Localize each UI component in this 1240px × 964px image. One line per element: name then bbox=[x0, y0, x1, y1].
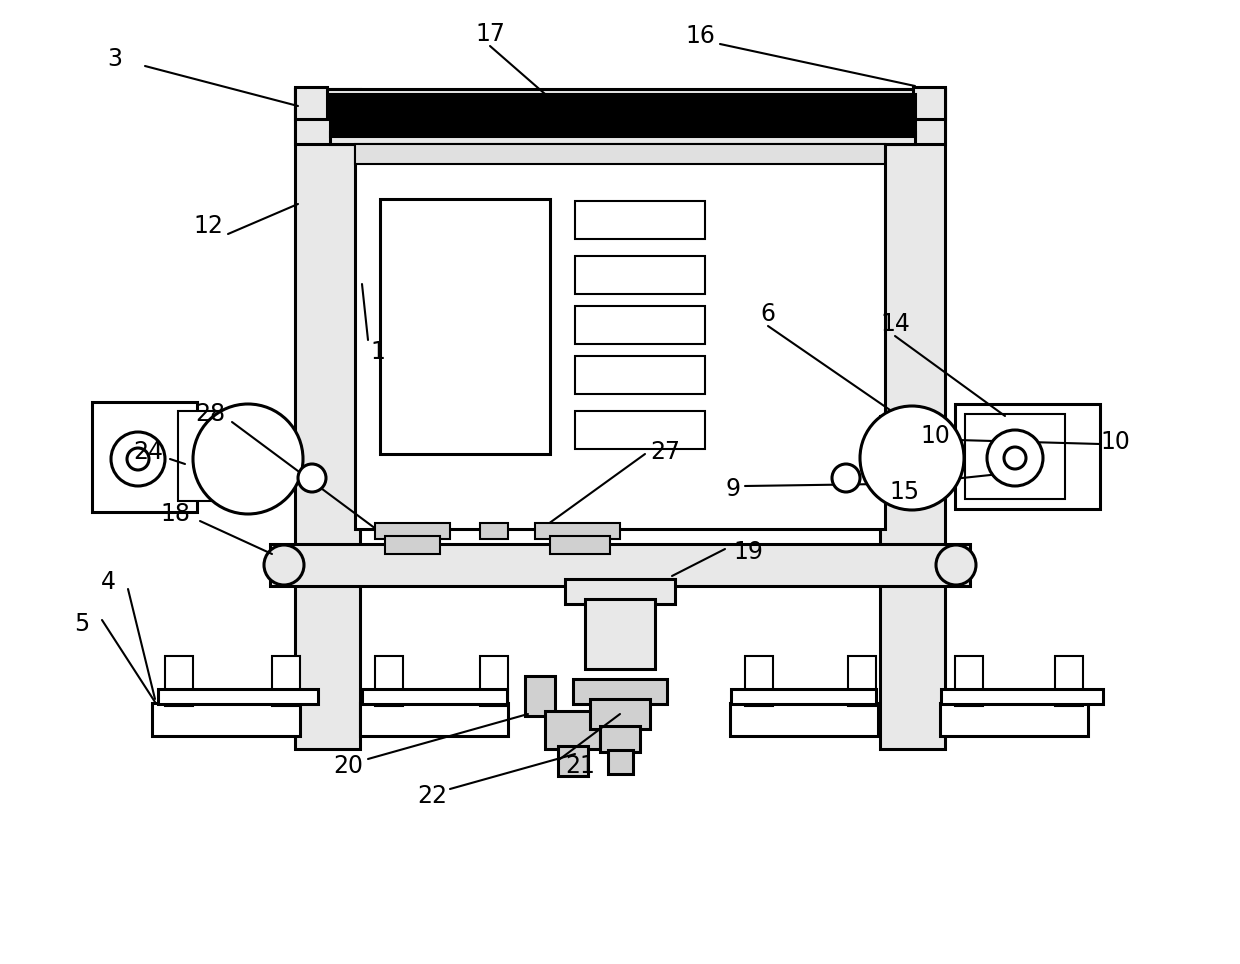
Circle shape bbox=[936, 545, 976, 585]
Bar bbox=[379, 199, 551, 454]
Circle shape bbox=[264, 545, 304, 585]
Bar bbox=[1055, 656, 1083, 706]
Text: 28: 28 bbox=[195, 402, 226, 426]
Text: 24: 24 bbox=[133, 440, 162, 464]
Bar bbox=[880, 89, 945, 749]
Bar bbox=[955, 404, 1100, 509]
Text: 18: 18 bbox=[160, 502, 190, 526]
Circle shape bbox=[1004, 447, 1025, 469]
Bar bbox=[534, 523, 620, 539]
Text: 15: 15 bbox=[890, 480, 920, 504]
Bar bbox=[153, 703, 300, 736]
Bar bbox=[575, 356, 706, 394]
Text: 22: 22 bbox=[417, 784, 446, 808]
Text: 14: 14 bbox=[880, 312, 910, 336]
Circle shape bbox=[861, 406, 963, 510]
Text: 27: 27 bbox=[650, 440, 680, 464]
Bar bbox=[525, 676, 556, 716]
Bar bbox=[575, 256, 706, 294]
Bar bbox=[295, 89, 945, 144]
Text: 6: 6 bbox=[760, 302, 775, 326]
Bar bbox=[955, 656, 983, 706]
Bar bbox=[355, 139, 885, 529]
Text: 10: 10 bbox=[920, 424, 950, 448]
Bar bbox=[940, 703, 1087, 736]
Bar bbox=[92, 402, 197, 512]
Text: 1: 1 bbox=[371, 340, 386, 364]
Circle shape bbox=[126, 448, 149, 470]
Bar bbox=[941, 689, 1104, 704]
Text: 4: 4 bbox=[100, 570, 115, 594]
Bar bbox=[913, 87, 945, 119]
Bar bbox=[575, 411, 706, 449]
Text: 17: 17 bbox=[475, 22, 505, 46]
Text: 10: 10 bbox=[1100, 430, 1130, 454]
Bar bbox=[848, 656, 875, 706]
Bar bbox=[575, 201, 706, 239]
Text: 16: 16 bbox=[684, 24, 715, 48]
Bar bbox=[600, 726, 640, 752]
Bar bbox=[732, 689, 875, 704]
Bar bbox=[575, 306, 706, 344]
Text: 5: 5 bbox=[74, 612, 89, 636]
Bar bbox=[965, 414, 1065, 499]
Bar bbox=[330, 94, 915, 136]
Bar bbox=[295, 87, 327, 119]
Bar bbox=[270, 544, 970, 586]
Text: 3: 3 bbox=[108, 47, 123, 71]
Text: 12: 12 bbox=[193, 214, 223, 238]
Circle shape bbox=[298, 464, 326, 492]
Bar bbox=[272, 656, 300, 706]
Bar bbox=[565, 579, 675, 604]
Bar bbox=[745, 656, 773, 706]
Bar bbox=[551, 536, 610, 554]
Circle shape bbox=[832, 464, 861, 492]
Text: 20: 20 bbox=[334, 754, 363, 778]
Bar bbox=[384, 536, 440, 554]
Bar bbox=[295, 89, 360, 749]
Circle shape bbox=[112, 432, 165, 486]
Bar bbox=[157, 689, 317, 704]
Bar bbox=[480, 656, 508, 706]
Circle shape bbox=[193, 404, 303, 514]
Bar bbox=[360, 703, 508, 736]
Bar bbox=[165, 656, 193, 706]
Bar bbox=[573, 679, 667, 704]
Bar bbox=[355, 144, 885, 164]
Text: 9: 9 bbox=[725, 477, 740, 501]
Bar bbox=[590, 699, 650, 729]
Text: 19: 19 bbox=[733, 540, 763, 564]
Bar bbox=[480, 523, 508, 539]
Bar bbox=[546, 711, 600, 749]
Bar bbox=[362, 689, 507, 704]
Bar bbox=[179, 411, 223, 501]
Bar bbox=[374, 523, 450, 539]
Bar bbox=[558, 746, 588, 776]
Bar bbox=[608, 750, 632, 774]
Bar bbox=[374, 656, 403, 706]
Bar bbox=[585, 599, 655, 669]
Circle shape bbox=[987, 430, 1043, 486]
Bar bbox=[730, 703, 878, 736]
Text: 21: 21 bbox=[565, 754, 595, 778]
Bar bbox=[330, 132, 915, 144]
Bar bbox=[880, 416, 930, 496]
